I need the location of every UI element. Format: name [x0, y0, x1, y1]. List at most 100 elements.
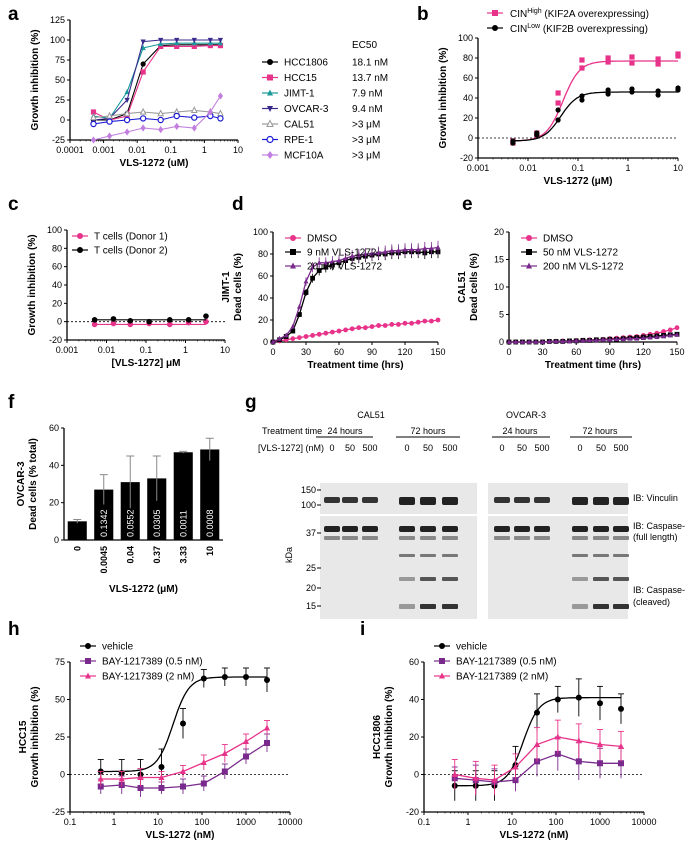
data-point [555, 117, 561, 123]
panel-label-g: g [245, 392, 257, 413]
data-point-MCF10A [124, 128, 130, 136]
x-tick-label-f: 0 [72, 546, 82, 551]
data-point [330, 258, 335, 264]
y-axis-label-e: Dead cells (%) [469, 253, 480, 321]
y-axis-label2-d: JIMT-1 [221, 271, 232, 303]
panel-label-e: e [462, 194, 473, 215]
data-point [597, 700, 603, 707]
data-point [533, 339, 539, 344]
legend-label: BAY-1217389 (0.5 nM) [456, 657, 557, 668]
band-vinculin [399, 497, 415, 505]
data-point [166, 317, 173, 323]
y-tick-label-b: 100 [458, 33, 473, 43]
band-casp3-cleaved-upper [442, 577, 458, 581]
legend-label: HCC15 [284, 73, 317, 84]
series-group-c [91, 313, 209, 328]
data-point [629, 60, 635, 66]
legend-marker [267, 74, 273, 81]
data-point [661, 333, 666, 339]
blot-time-2: 72 hours [410, 426, 446, 436]
data-point-HCC15 [191, 43, 197, 49]
data-point [435, 244, 441, 250]
data-point [555, 90, 561, 96]
data-point [277, 335, 282, 341]
y-tick-label-a: 125 [50, 15, 65, 25]
band-casp3-cleaved-upper [420, 577, 436, 581]
legend-item: T cells (Donor 1) [72, 232, 168, 243]
x-tick-label-d: 120 [397, 347, 412, 357]
band-casp3-full [420, 526, 436, 532]
y-tick-label-i: -20 [406, 807, 419, 817]
data-point [180, 783, 187, 790]
data-point [402, 320, 408, 326]
legend-marker [77, 233, 83, 239]
data-point [290, 336, 296, 342]
legend-item: 50 nM VLS-1272 [521, 248, 618, 259]
legend-marker [439, 672, 445, 679]
panel-label-i: i [360, 619, 365, 640]
data-point [97, 775, 104, 782]
legend-item: 200 nM VLS-1272 [521, 262, 624, 273]
y-tick-label-d: 20 [258, 315, 268, 325]
x-tick-label-i: 10 [507, 817, 517, 827]
legend-item: CINLow (KIF2B overexpressing) [487, 23, 648, 35]
data-point [263, 677, 270, 683]
data-point [540, 339, 545, 344]
band-casp3-full [593, 526, 609, 532]
band-casp3-mid [420, 554, 436, 557]
data-point [472, 774, 479, 781]
bar [94, 489, 114, 540]
data-point [617, 705, 624, 712]
blot-dose: 0 [404, 443, 409, 453]
blot-dose: 0 [577, 443, 582, 453]
band-casp3-cleaved-upper [572, 577, 588, 581]
legend-ec50-value: >3 μM [352, 120, 380, 131]
blot-dose: 50 [596, 443, 606, 453]
legend-label: T cells (Donor 1) [94, 232, 168, 243]
legend-item: 20 nM VLS-1272 [285, 262, 382, 273]
bar [67, 521, 87, 540]
x-tick-label-h: 1 [111, 817, 116, 827]
legend-item: BAY-1217389 (0.5 nM) [434, 657, 557, 668]
data-point [655, 88, 661, 94]
x-tick-label-c: 0.1 [140, 345, 153, 355]
data-point [605, 87, 611, 93]
band-casp3-full [342, 526, 358, 532]
data-point [675, 51, 681, 57]
band-casp3-mid [572, 554, 588, 557]
axes-d: 0 20 40 60 80 100 0 30 60 90 120 150 Treatment time … [221, 227, 446, 371]
band-casp3-full-lower [613, 536, 629, 540]
legend-marker [85, 658, 91, 664]
data-point [520, 339, 525, 344]
y-axis-label-a: Growth inhibition (%) [30, 29, 41, 130]
data-point [573, 338, 579, 343]
data-point [297, 312, 302, 317]
data-point [553, 338, 559, 344]
legend-label: BAY-1217389 (2 nM) [102, 672, 194, 683]
data-point [614, 336, 619, 342]
data-point [506, 339, 512, 344]
data-point-JIMT-1 [158, 40, 164, 47]
data-point [200, 675, 207, 682]
bar-p-value: 0.0008 [205, 509, 215, 537]
y-tick-label-a: -25 [52, 135, 65, 145]
data-point [579, 93, 585, 99]
band-casp3-full-lower [362, 536, 378, 540]
data-point [158, 785, 165, 791]
x-tick-label-a: 0.01 [128, 145, 146, 155]
blot-mw-label: 37 [306, 528, 316, 538]
band-casp3-cleaved-upper [593, 577, 609, 581]
data-point-HCC15 [217, 43, 224, 49]
band-casp3-full [514, 526, 530, 532]
data-point [310, 333, 315, 338]
data-point [654, 334, 660, 339]
band-casp3-full-lower [442, 536, 458, 540]
data-point [396, 247, 401, 253]
data-point [203, 313, 209, 319]
legend-label: BAY-1217389 (2 nM) [456, 672, 548, 683]
x-tick-label-d: 90 [367, 347, 377, 357]
legend-item: 9 nM VLS-1272 [285, 248, 377, 259]
data-point [560, 338, 566, 344]
data-point [587, 337, 593, 343]
